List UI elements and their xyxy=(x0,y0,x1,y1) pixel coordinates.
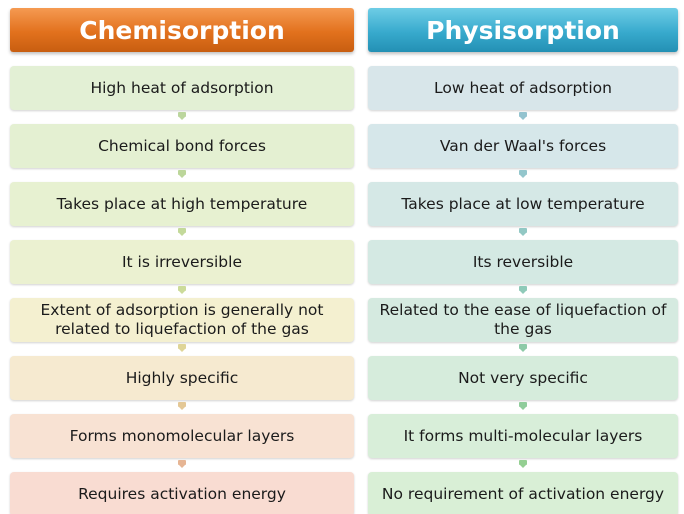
item-text: Van der Waal's forces xyxy=(439,136,607,155)
item-text: No requirement of activation energy xyxy=(381,484,665,503)
physisorption-item: No requirement of activation energy xyxy=(368,472,678,514)
item-text: Its reversible xyxy=(472,252,574,271)
down-arrow-icon xyxy=(519,228,527,236)
chemisorption-item: Requires activation energy xyxy=(10,472,354,514)
down-arrow-icon xyxy=(519,344,527,352)
physisorption-item: Its reversible xyxy=(368,240,678,294)
down-arrow-icon xyxy=(178,460,186,468)
down-arrow-icon xyxy=(178,112,186,120)
down-arrow-icon xyxy=(519,286,527,294)
down-arrow-icon xyxy=(178,402,186,410)
physisorption-column: Physisorption Low heat of adsorption Van… xyxy=(368,8,678,514)
physisorption-item: Related to the ease of liquefaction of t… xyxy=(368,298,678,352)
down-arrow-icon xyxy=(178,170,186,178)
chemisorption-column: Chemisorption High heat of adsorption Ch… xyxy=(10,8,354,514)
down-arrow-icon xyxy=(519,112,527,120)
down-arrow-icon xyxy=(519,460,527,468)
chemisorption-item: Chemical bond forces xyxy=(10,124,354,178)
physisorption-item: Not very specific xyxy=(368,356,678,410)
down-arrow-icon xyxy=(178,286,186,294)
physisorption-header: Physisorption xyxy=(368,8,678,52)
item-text: Requires activation energy xyxy=(78,484,286,503)
chemisorption-item: Highly specific xyxy=(10,356,354,410)
down-arrow-icon xyxy=(178,344,186,352)
down-arrow-icon xyxy=(178,228,186,236)
physisorption-item: Takes place at low temperature xyxy=(368,182,678,236)
item-text: High heat of adsorption xyxy=(90,78,274,97)
item-text: Low heat of adsorption xyxy=(434,78,612,97)
chemisorption-item: Takes place at high temperature xyxy=(10,182,354,236)
chemisorption-item: Forms monomolecular layers xyxy=(10,414,354,468)
physisorption-item: It forms multi-molecular layers xyxy=(368,414,678,468)
chemisorption-item: Extent of adsorption is generally not re… xyxy=(10,298,354,352)
item-text: Highly specific xyxy=(125,368,239,387)
item-text: Chemical bond forces xyxy=(98,136,266,155)
item-text: Forms monomolecular layers xyxy=(69,426,295,445)
item-text: Takes place at high temperature xyxy=(56,194,308,213)
physisorption-item: Low heat of adsorption xyxy=(368,66,678,120)
item-text: It is irreversible xyxy=(121,252,242,271)
down-arrow-icon xyxy=(519,170,527,178)
down-arrow-icon xyxy=(519,402,527,410)
physisorption-item: Van der Waal's forces xyxy=(368,124,678,178)
item-text: It forms multi-molecular layers xyxy=(403,426,643,445)
item-text: Extent of adsorption is generally not re… xyxy=(40,301,324,338)
chemisorption-header: Chemisorption xyxy=(10,8,354,52)
item-text: Takes place at low temperature xyxy=(401,194,645,213)
item-text: Related to the ease of liquefaction of t… xyxy=(379,301,667,338)
item-text: Not very specific xyxy=(458,368,588,387)
chemisorption-item: High heat of adsorption xyxy=(10,66,354,120)
chemisorption-item: It is irreversible xyxy=(10,240,354,294)
